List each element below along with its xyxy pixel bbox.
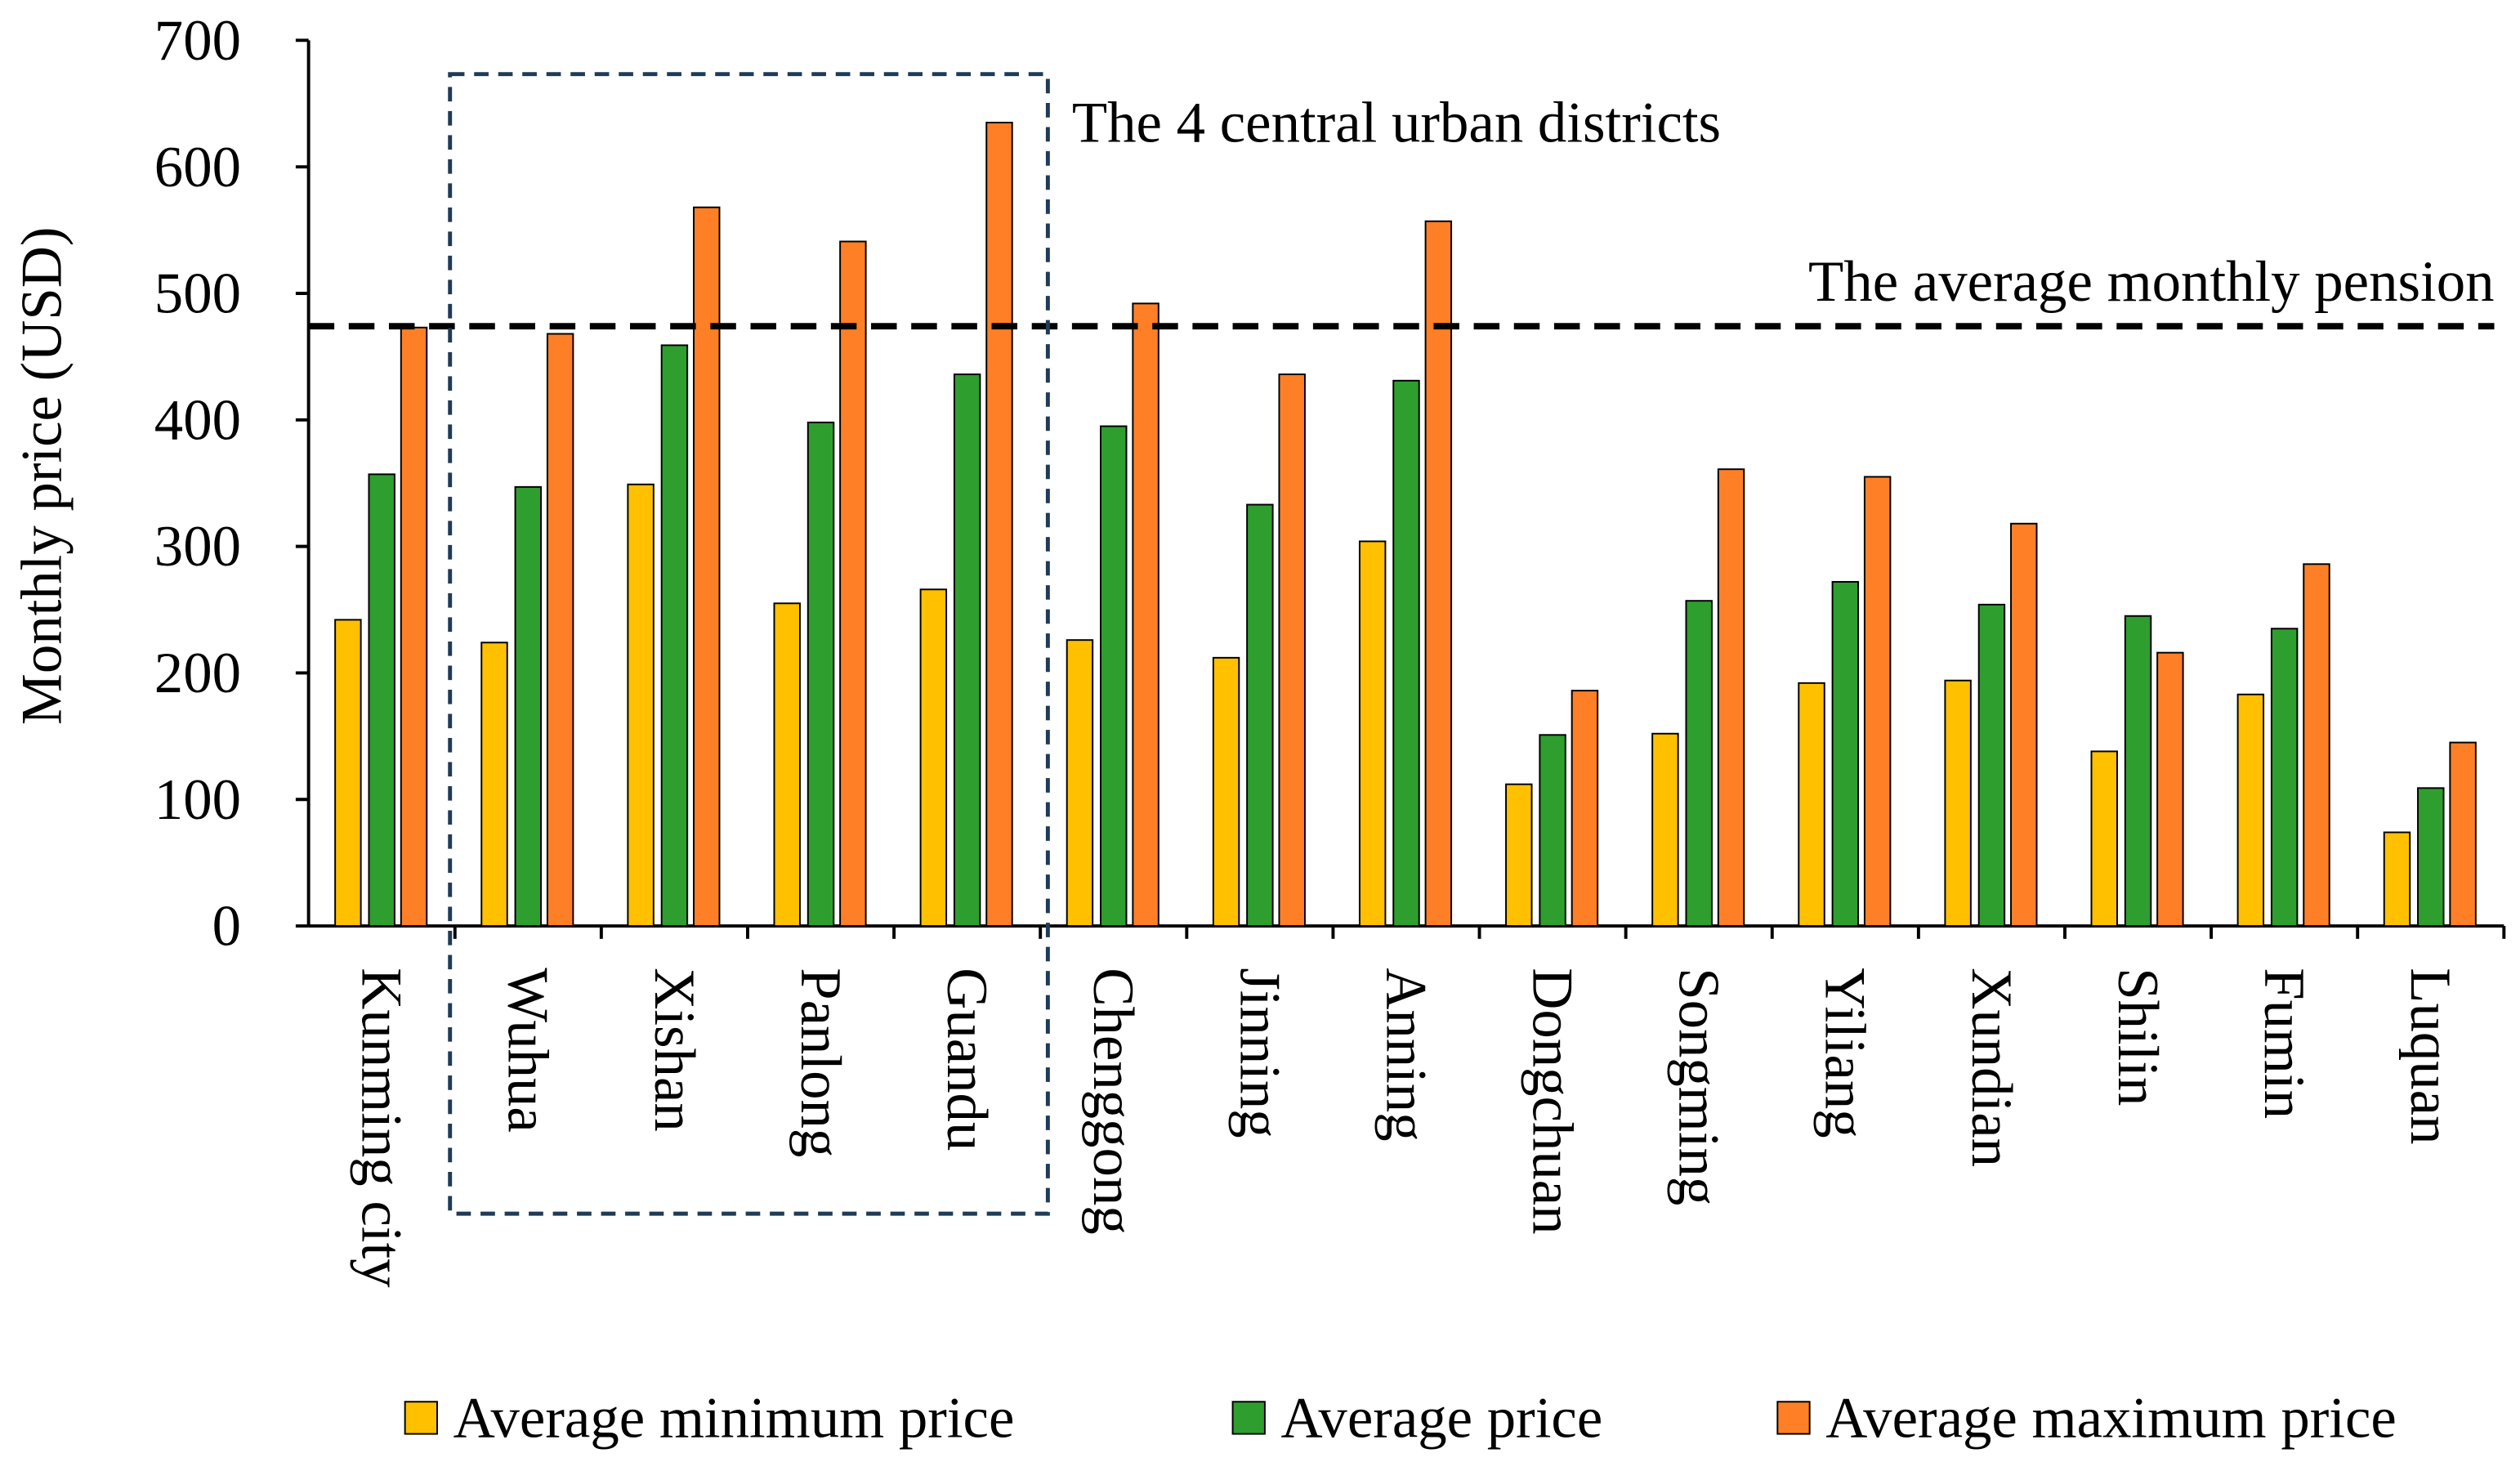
bar-average-price: [2417, 787, 2445, 928]
bars: [334, 121, 2477, 928]
bar-average-price: [806, 421, 835, 928]
bar-average-price: [1246, 503, 1274, 928]
bar-average-price: [1831, 580, 1860, 928]
legend-swatch: [1776, 1401, 1811, 1435]
legend: Average minimum price Average price Averag…: [404, 1387, 2397, 1451]
x-tick-label: Jinning: [1227, 968, 1291, 1138]
bar-average-price: [1100, 425, 1128, 928]
pension-reference-label: The average monthly pension: [1808, 250, 2494, 314]
x-tick-label: Shilin: [2106, 968, 2169, 1106]
legend-swatch: [404, 1401, 438, 1435]
bar-average-maximum-price: [1863, 476, 1892, 928]
bar-average-price: [660, 344, 689, 928]
bar-average-maximum-price: [2449, 741, 2477, 928]
x-tick-label: Chenggong: [1081, 968, 1145, 1234]
bar-average-maximum-price: [400, 326, 428, 928]
bar-average-minimum-price: [2090, 750, 2118, 928]
bar-average-maximum-price: [2303, 563, 2330, 928]
bar-average-minimum-price: [2236, 693, 2265, 928]
x-tick-label: Panlong: [789, 968, 852, 1157]
bar-average-maximum-price: [839, 240, 867, 928]
bar-average-minimum-price: [334, 619, 362, 928]
bar-average-minimum-price: [2383, 831, 2411, 928]
bar-average-price: [368, 473, 395, 928]
bar-average-price: [1539, 734, 1566, 928]
bar-average-maximum-price: [1278, 373, 1306, 928]
bar-average-minimum-price: [773, 602, 801, 928]
y-tick-label: 700: [154, 9, 241, 73]
x-tick-label: Xishan: [642, 968, 706, 1132]
bar-average-price: [953, 373, 981, 928]
bar-average-maximum-price: [1132, 302, 1159, 928]
x-tick-label: Fumin: [2252, 968, 2316, 1119]
bar-average-maximum-price: [1571, 690, 1599, 928]
x-tick-label: Wuhua: [496, 968, 560, 1133]
axes: 0 100 200 300 400 500 600 700 Kunming city Wuhua X…: [154, 9, 2506, 1288]
bar-average-minimum-price: [1651, 732, 1679, 928]
legend-label: Average price: [1281, 1387, 1603, 1451]
x-tick-label: Dongchuan: [1520, 968, 1584, 1234]
y-tick-label: 500: [154, 262, 241, 326]
bar-average-price: [2124, 615, 2152, 928]
bar-average-maximum-price: [2010, 522, 2038, 928]
bar-average-price: [1685, 600, 1713, 928]
central-districts-label: The 4 central urban districts: [1072, 91, 1721, 154]
x-tick-label: Songming: [1667, 968, 1731, 1205]
x-tick-label: Xundian: [1959, 968, 2023, 1167]
bar-average-maximum-price: [1717, 468, 1745, 928]
legend-label: Average maximum price: [1825, 1387, 2397, 1451]
bar-average-maximum-price: [546, 333, 574, 928]
bar-average-minimum-price: [1505, 783, 1533, 928]
y-tick-label: 300: [154, 515, 241, 579]
bar-average-maximum-price: [985, 121, 1013, 928]
bar-average-minimum-price: [627, 483, 655, 928]
legend-swatch: [1231, 1401, 1266, 1435]
bar-average-maximum-price: [693, 206, 721, 928]
bar-average-price: [1392, 379, 1420, 928]
bar-average-price: [2270, 628, 2299, 928]
bar-average-minimum-price: [480, 642, 508, 928]
bar-average-minimum-price: [1066, 639, 1094, 928]
x-tick-label: Anning: [1374, 968, 1437, 1141]
central-districts-box: [448, 72, 1050, 1216]
legend-label: Average minimum price: [454, 1387, 1015, 1451]
y-tick-label: 0: [212, 895, 241, 959]
x-tick-label: Yiliang: [1813, 968, 1877, 1138]
x-tick-label: Guandu: [935, 968, 999, 1151]
y-tick-label: 100: [154, 768, 241, 832]
bar-average-price: [514, 485, 543, 928]
bar-average-minimum-price: [1358, 540, 1387, 928]
x-tick-label: Luquan: [2398, 968, 2462, 1144]
y-tick-label: 400: [154, 388, 241, 452]
y-tick-label: 200: [154, 642, 241, 705]
bar-average-maximum-price: [1424, 220, 1453, 928]
y-axis-label: Monthly price (USD): [11, 227, 74, 726]
bar-average-minimum-price: [1212, 656, 1240, 928]
bar-average-minimum-price: [1944, 679, 1972, 928]
bar-average-minimum-price: [1798, 682, 1825, 928]
bar-average-maximum-price: [2156, 651, 2184, 928]
y-tick-label: 600: [154, 136, 241, 199]
bar-average-price: [1977, 603, 2006, 928]
bar-average-minimum-price: [919, 588, 948, 928]
x-tick-label: Kunming city: [350, 968, 413, 1288]
